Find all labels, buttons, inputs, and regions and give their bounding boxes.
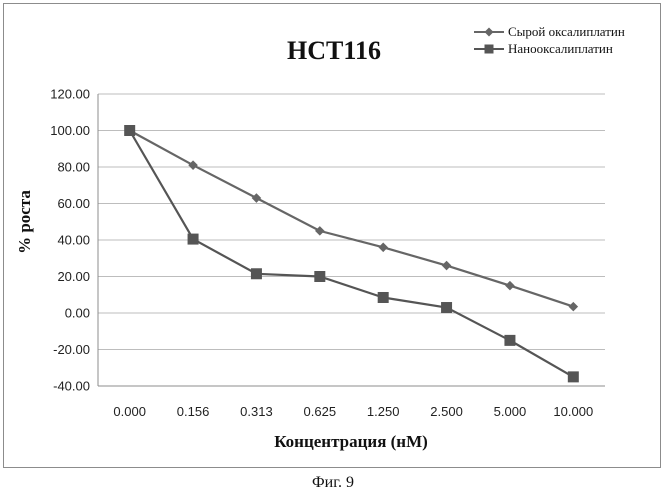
y-tick-label: 80.00 <box>57 160 90 175</box>
x-tick-labels: 0.000 0.156 0.313 0.625 1.250 2.500 5.000 10.00… <box>113 404 593 419</box>
data-point-diamond <box>315 226 325 236</box>
figure-caption: Фиг. 9 <box>0 474 666 492</box>
legend-label-nano-oxaliplatin: Нанооксалиплатин <box>508 41 613 56</box>
legend-diamond-marker <box>485 28 494 37</box>
legend-square-marker <box>485 45 494 54</box>
y-tick-label: 120.00 <box>50 87 90 102</box>
x-tick-label: 0.156 <box>177 404 210 419</box>
data-point-square <box>568 371 579 382</box>
x-tick-label: 5.000 <box>494 404 527 419</box>
y-tick-label: 0.00 <box>65 306 90 321</box>
y-tick-label: -40.00 <box>53 379 90 394</box>
data-point-diamond <box>188 160 198 170</box>
data-point-diamond <box>442 261 452 271</box>
data-point-square <box>188 234 199 245</box>
data-point-diamond <box>505 281 515 291</box>
data-point-diamond <box>252 193 262 203</box>
series-line-raw-oxaliplatin <box>130 131 574 307</box>
x-tick-label: 10.000 <box>553 404 593 419</box>
x-axis-title: Концентрация (нМ) <box>274 432 428 451</box>
data-point-diamond <box>569 302 579 312</box>
y-tick-label: 60.00 <box>57 196 90 211</box>
data-point-square <box>378 292 389 303</box>
x-tick-label: 2.500 <box>430 404 463 419</box>
x-tick-label: 0.313 <box>240 404 273 419</box>
x-tick-label: 0.000 <box>113 404 146 419</box>
data-point-square <box>251 268 262 279</box>
x-tick-label: 0.625 <box>304 404 337 419</box>
chart-frame: 120.00 100.00 80.00 60.00 40.00 20.00 0.00 -20.… <box>3 3 661 468</box>
line-chart: 120.00 100.00 80.00 60.00 40.00 20.00 0.00 -20.… <box>4 4 662 469</box>
legend-item-raw-oxaliplatin: Сырой оксалиплатин <box>474 24 625 39</box>
chart-title: HCT116 <box>287 36 381 65</box>
y-tick-label: 40.00 <box>57 233 90 248</box>
y-tick-label: 100.00 <box>50 123 90 138</box>
data-point-square <box>124 125 135 136</box>
y-axis-title: % роста <box>15 190 34 254</box>
legend-label-raw-oxaliplatin: Сырой оксалиплатин <box>508 24 625 39</box>
series <box>124 125 579 382</box>
data-point-square <box>504 335 515 346</box>
data-point-square <box>441 302 452 313</box>
x-tick-label: 1.250 <box>367 404 400 419</box>
legend: Сырой оксалиплатин Нанооксалиплатин <box>474 24 625 56</box>
data-point-diamond <box>378 243 388 253</box>
y-tick-label: 20.00 <box>57 269 90 284</box>
y-tick-label: -20.00 <box>53 342 90 357</box>
y-tick-labels: 120.00 100.00 80.00 60.00 40.00 20.00 0.00 -20.… <box>50 87 90 394</box>
data-point-square <box>314 271 325 282</box>
legend-item-nano-oxaliplatin: Нанооксалиплатин <box>474 41 613 56</box>
